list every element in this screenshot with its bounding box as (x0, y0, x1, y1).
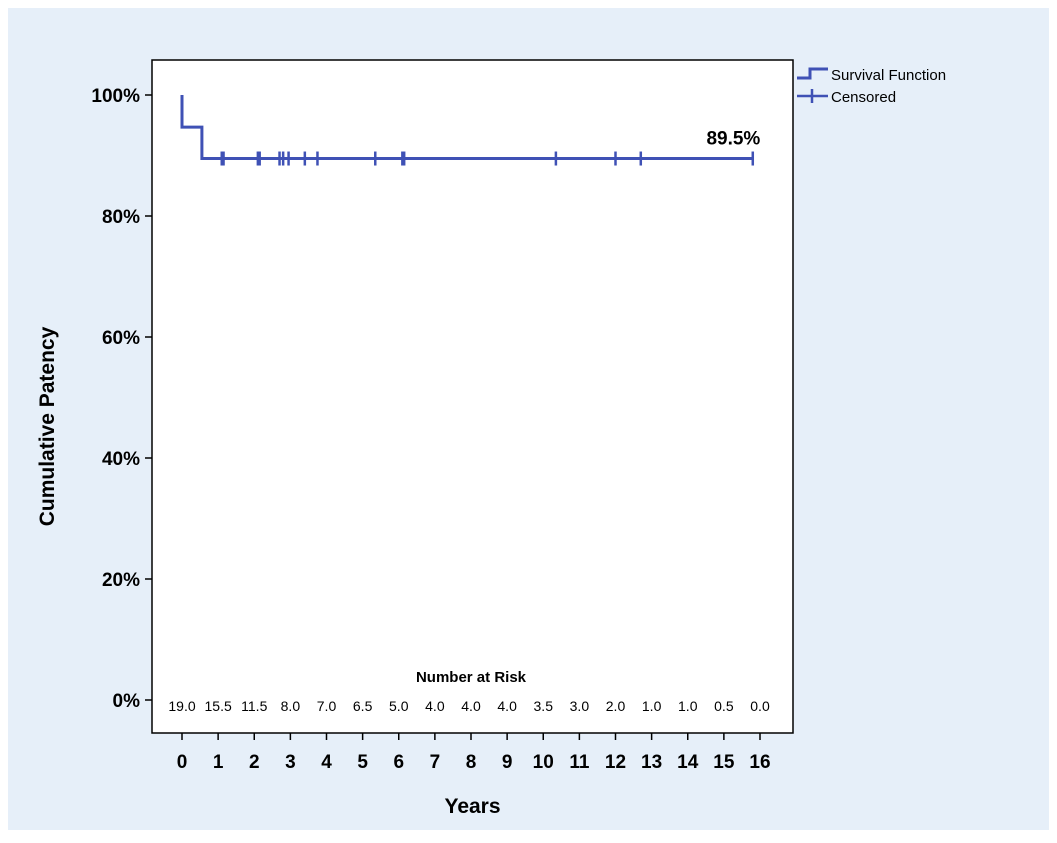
plot-area (151, 59, 794, 734)
x-axis-label: Years (444, 795, 500, 818)
x-tick-label: 6 (393, 752, 404, 773)
risk-table-value: 19.0 (168, 698, 195, 714)
survival-function-line (180, 95, 753, 160)
risk-table-value: 11.5 (241, 698, 267, 714)
x-tick-label: 13 (641, 752, 662, 773)
y-axis-label: Cumulative Patency (36, 326, 59, 526)
risk-table-value: 1.0 (642, 698, 662, 714)
x-tick-label: 9 (502, 752, 513, 773)
x-tick-label: 5 (357, 752, 368, 773)
y-tick-label: 80% (102, 207, 140, 228)
risk-table-value: 7.0 (317, 698, 337, 714)
final-patency-annotation: 89.5% (706, 129, 760, 150)
x-tick-label: 8 (466, 752, 477, 773)
risk-table-value: 4.0 (461, 698, 481, 714)
x-tick-label: 10 (533, 752, 554, 773)
y-tick-label: 100% (91, 86, 140, 107)
risk-table-title: Number at Risk (416, 669, 527, 686)
x-tick-label: 16 (749, 752, 770, 773)
y-tick-label: 20% (102, 570, 140, 591)
risk-table-value: 4.0 (425, 698, 445, 714)
risk-table-value: 15.5 (205, 698, 232, 714)
risk-table-value: 3.0 (570, 698, 590, 714)
risk-table-value: 0.0 (750, 698, 770, 714)
x-tick-label: 0 (177, 752, 188, 773)
x-tick-label: 4 (321, 752, 332, 773)
y-tick-label: 0% (113, 691, 141, 712)
legend-survival-swatch (797, 67, 828, 80)
x-tick-label: 1 (213, 752, 224, 773)
risk-table-value: 1.0 (678, 698, 698, 714)
legend-survival-label: Survival Function (831, 67, 946, 84)
risk-table-value: 5.0 (389, 698, 409, 714)
x-tick-label: 15 (713, 752, 735, 773)
x-tick-label: 14 (677, 752, 699, 773)
y-tick-label: 60% (102, 328, 140, 349)
risk-table-value: 6.5 (353, 698, 373, 714)
x-tick-label: 3 (285, 752, 296, 773)
risk-table-value: 2.0 (606, 698, 626, 714)
x-tick-label: 12 (605, 752, 626, 773)
risk-table-value: 8.0 (281, 698, 301, 714)
x-tick-label: 7 (430, 752, 441, 773)
x-tick-label: 11 (569, 752, 590, 773)
legend-censored-label: Censored (831, 89, 896, 106)
risk-table-value: 4.0 (497, 698, 517, 714)
x-tick-label: 2 (249, 752, 260, 773)
risk-table-value: 3.5 (534, 698, 554, 714)
y-tick-label: 40% (102, 449, 140, 470)
risk-table-value: 0.5 (714, 698, 734, 714)
